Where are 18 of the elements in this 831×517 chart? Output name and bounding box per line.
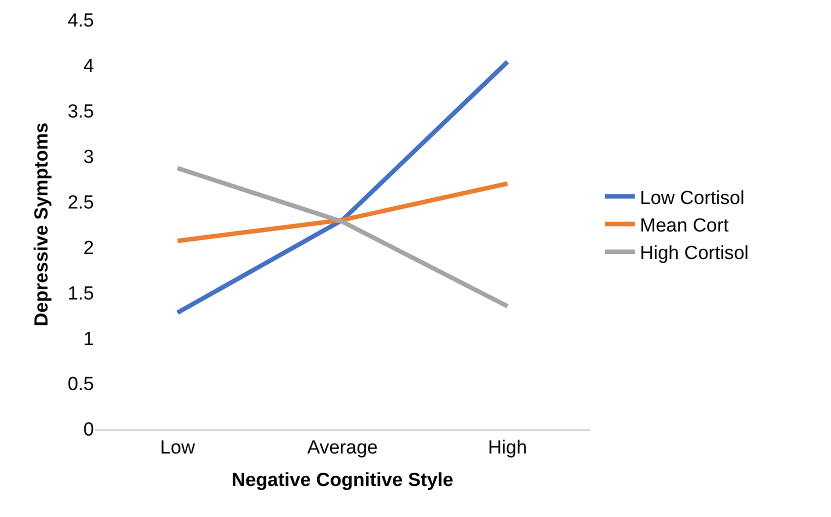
y-tick-label: 0 — [83, 420, 94, 441]
legend-label: High Cortisol — [640, 243, 749, 264]
y-tick-label: 1.5 — [68, 283, 94, 304]
y-tick-label: 4.5 — [68, 10, 94, 32]
x-tick-label: Average — [307, 438, 378, 459]
y-tick-label: 2 — [83, 238, 94, 259]
y-tick-label: 2.5 — [68, 192, 94, 214]
x-tick-label: Low — [160, 438, 196, 459]
y-tick-label: 1 — [83, 328, 94, 350]
legend-label: Low Cortisol — [640, 188, 744, 209]
y-tick-label: 3 — [83, 146, 94, 168]
y-tick-label: 3.5 — [68, 102, 94, 123]
y-tick-label: 0.5 — [68, 374, 94, 396]
x-axis-title: Negative Cognitive Style — [232, 470, 454, 491]
x-tick-label: High — [488, 438, 528, 459]
y-tick-label: 4 — [83, 56, 94, 78]
y-axis-title: Depressive Symptoms — [31, 122, 52, 326]
legend-label: Mean Cort — [640, 215, 730, 236]
